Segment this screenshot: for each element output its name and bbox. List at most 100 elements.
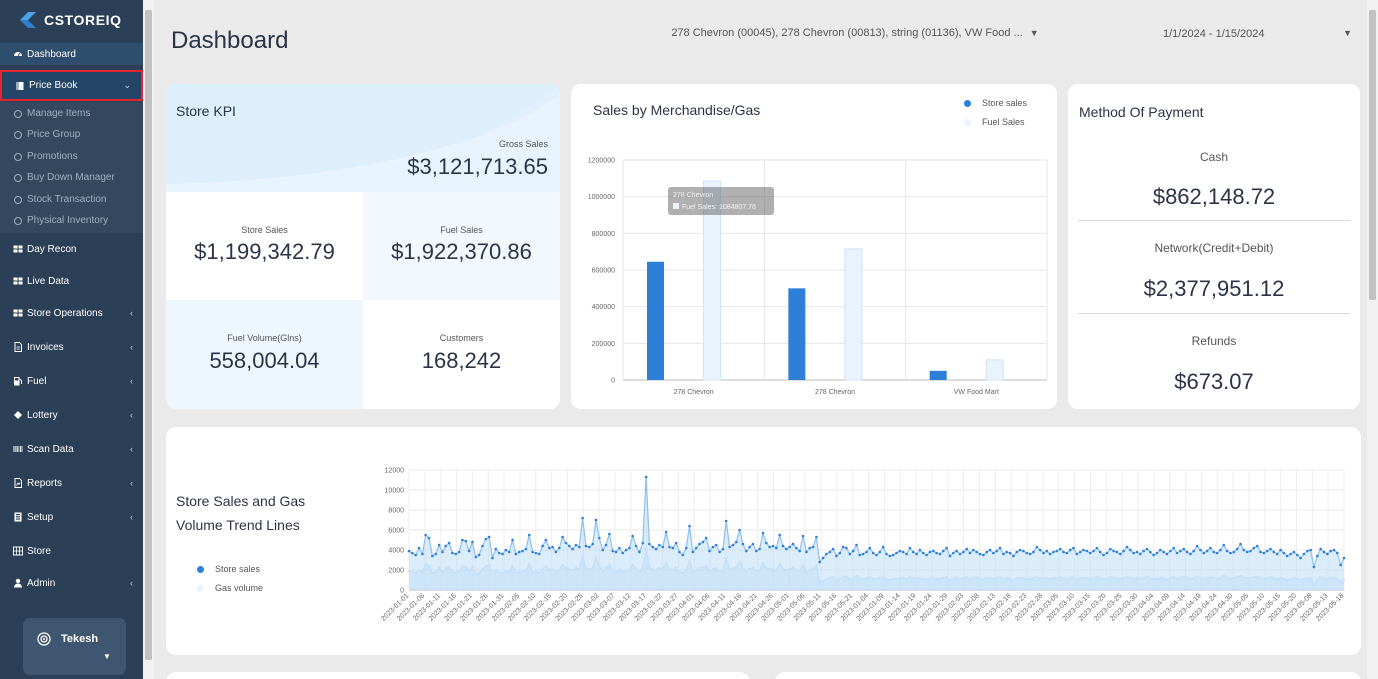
- store-sales-point: [758, 547, 761, 551]
- store-sales-point: [932, 549, 935, 553]
- store-sales-label: Store Sales: [241, 225, 288, 235]
- store-sales-point: [481, 544, 484, 548]
- price-book-submenu: Manage Items Price Group Promotions Buy …: [0, 102, 143, 233]
- store-sales-value: $1,199,342.79: [194, 239, 335, 264]
- store-sales-point: [1142, 549, 1145, 553]
- store-sales-point: [621, 551, 624, 555]
- store-sales-point: [908, 546, 912, 550]
- store-sales-point: [1182, 547, 1185, 551]
- y-tick-label: 2000: [388, 568, 404, 575]
- fuel-sales-label: Fuel Sales: [440, 225, 483, 235]
- user-menu[interactable]: Tekesh ▼: [23, 618, 126, 675]
- store-sales-point: [1269, 547, 1272, 551]
- store-sales-point: [551, 545, 554, 549]
- store-sales-point: [1115, 550, 1119, 554]
- store-sales-point: [801, 534, 805, 538]
- store-sales-point: [935, 551, 938, 555]
- store-sales-point: [972, 548, 975, 552]
- store-sales-point: [501, 552, 504, 556]
- sidebar-item-price-book[interactable]: Price Book ⌄: [0, 70, 143, 101]
- store-sales-point: [992, 551, 995, 555]
- store-sales-point: [671, 546, 675, 550]
- sidebar-item-dashboard[interactable]: Dashboard: [0, 43, 143, 65]
- store-sales-point: [978, 552, 982, 556]
- store-sales-point: [1129, 548, 1132, 552]
- store-filter-dropdown[interactable]: 278 Chevron (00045), 278 Chevron (00813)…: [640, 27, 1070, 39]
- store-sales-point: [775, 546, 778, 550]
- scrollbar-thumb[interactable]: [1369, 10, 1376, 300]
- submenu-item-promotions[interactable]: Promotions: [14, 151, 78, 162]
- bar-fuel-sales: [703, 180, 722, 381]
- sidebar-item-lottery[interactable]: Lottery ‹: [0, 404, 143, 426]
- submenu-item-manage-items[interactable]: Manage Items: [14, 108, 90, 119]
- store-sales-point: [1306, 549, 1309, 553]
- sidebar-item-store-operations[interactable]: Store Operations ‹: [0, 302, 143, 324]
- sidebar-item-setup[interactable]: Setup ‹: [0, 506, 143, 528]
- customers-value: 168,242: [421, 348, 502, 373]
- store-sales-point: [721, 547, 725, 551]
- scrollbar-thumb[interactable]: [145, 10, 152, 660]
- store-sales-point: [1125, 545, 1129, 549]
- store-sales-point: [1282, 551, 1286, 555]
- sidebar-item-store[interactable]: Store: [0, 540, 143, 562]
- y-tick-label: 0: [611, 378, 615, 385]
- store-sales-area: [409, 477, 1344, 590]
- store-sales-point: [828, 550, 832, 554]
- store-sales-point: [601, 548, 604, 552]
- store-sales-point: [618, 546, 621, 550]
- bar-chart[interactable]: 0 200000 400000 600000 800000 1000000 1200000 2…: [571, 84, 1057, 409]
- store-sales-point: [968, 551, 972, 555]
- submenu-label: Physical Inventory: [27, 215, 109, 226]
- store-sales-point: [1149, 550, 1152, 554]
- sidebar-item-invoices[interactable]: Invoices ‹: [0, 336, 143, 358]
- store-sales-point: [668, 545, 671, 549]
- submenu-item-buy-down-manager[interactable]: Buy Down Manager: [14, 172, 115, 183]
- sidebar-item-label: Day Recon: [27, 243, 77, 255]
- sidebar-item-label: Scan Data: [27, 443, 74, 455]
- trend-chart[interactable]: 0200040006000800010000120002023-01-01202…: [166, 427, 1361, 655]
- page-scrollbar[interactable]: [1367, 0, 1378, 679]
- app-logo[interactable]: CSTOREIQ: [0, 0, 143, 40]
- sidebar-scrollbar[interactable]: [143, 0, 154, 679]
- store-sales-point: [888, 554, 892, 558]
- sidebar-item-scan-data[interactable]: Scan Data ‹: [0, 438, 143, 460]
- store-sales-point: [1342, 556, 1346, 560]
- chevron-left-icon: ‹: [130, 512, 133, 522]
- store-sales-point: [841, 545, 845, 549]
- store-sales-point: [531, 550, 534, 554]
- sidebar-item-live-data[interactable]: Live Data: [0, 270, 143, 292]
- sidebar-item-fuel[interactable]: Fuel ‹: [0, 370, 143, 392]
- store-sales-point: [1235, 547, 1239, 551]
- legend-store-sales[interactable]: Store sales: [197, 564, 260, 574]
- sidebar-item-reports[interactable]: Reports ‹: [0, 472, 143, 494]
- submenu-item-stock-transaction[interactable]: Stock Transaction: [14, 194, 106, 205]
- store-sales-point: [1012, 554, 1015, 558]
- submenu-item-physical-inventory[interactable]: Physical Inventory: [14, 215, 108, 226]
- store-sales-point: [1249, 549, 1252, 553]
- sidebar-item-day-recon[interactable]: Day Recon: [0, 238, 143, 260]
- submenu-item-price-group[interactable]: Price Group: [14, 129, 80, 140]
- store-sales-point: [1222, 543, 1226, 547]
- store-sales-point: [661, 545, 665, 549]
- legend-store-sales[interactable]: Store sales: [964, 98, 1027, 108]
- y-tick-label: 600000: [592, 268, 615, 275]
- chevron-down-icon: ⌄: [123, 80, 131, 90]
- store-sales-point: [745, 549, 748, 553]
- store-sales-point: [965, 547, 968, 551]
- store-sales-point: [611, 549, 614, 553]
- store-sales-point: [1285, 554, 1289, 558]
- tooltip-swatch: [673, 203, 679, 209]
- store-sales-point: [818, 560, 821, 564]
- sidebar-item-label: Reports: [27, 477, 63, 489]
- store-sales-point: [1088, 551, 1092, 555]
- store-sales-point: [741, 542, 745, 546]
- store-sales-point: [1038, 548, 1042, 552]
- sidebar-item-admin[interactable]: Admin ‹: [0, 572, 143, 594]
- store-sales-point: [795, 546, 798, 550]
- store-sales-point: [938, 552, 942, 556]
- store-sales-point: [504, 548, 508, 552]
- legend-fuel-sales[interactable]: Fuel Sales: [964, 117, 1025, 127]
- user-name: Tekesh: [61, 633, 99, 645]
- date-range-value: 1/1/2024 - 1/15/2024: [1163, 28, 1265, 40]
- legend-gas-volume[interactable]: Gas volume: [197, 583, 263, 593]
